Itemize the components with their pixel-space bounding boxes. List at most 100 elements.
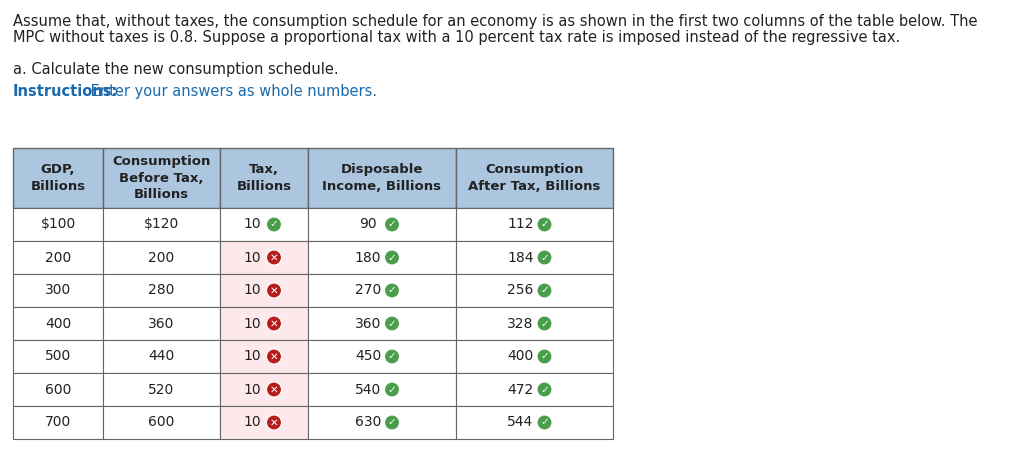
- Circle shape: [266, 250, 282, 265]
- Text: 520: 520: [148, 383, 175, 396]
- Text: 10: 10: [243, 317, 261, 331]
- Text: ✕: ✕: [269, 252, 279, 263]
- Circle shape: [384, 382, 399, 397]
- Circle shape: [537, 349, 552, 364]
- Text: ✓: ✓: [388, 219, 396, 229]
- Text: 400: 400: [507, 349, 534, 363]
- Bar: [456, 274, 613, 307]
- Circle shape: [384, 316, 399, 331]
- Bar: [220, 307, 308, 340]
- Text: 180: 180: [354, 250, 381, 265]
- Text: $120: $120: [144, 218, 179, 232]
- Circle shape: [384, 217, 399, 232]
- Text: 90: 90: [359, 218, 377, 232]
- Bar: [13, 406, 103, 439]
- Bar: [456, 340, 613, 373]
- Text: 600: 600: [148, 416, 175, 430]
- Text: Disposable
Income, Billions: Disposable Income, Billions: [323, 163, 441, 193]
- Bar: [456, 406, 613, 439]
- Text: Enter your answers as whole numbers.: Enter your answers as whole numbers.: [86, 84, 377, 99]
- Text: ✓: ✓: [269, 219, 279, 229]
- Text: ✕: ✕: [269, 286, 279, 295]
- Text: 600: 600: [45, 383, 72, 396]
- Text: 10: 10: [243, 218, 261, 232]
- Circle shape: [266, 217, 282, 232]
- Text: 10: 10: [243, 250, 261, 265]
- Text: ✓: ✓: [388, 318, 396, 328]
- Text: 184: 184: [507, 250, 534, 265]
- Circle shape: [266, 316, 282, 331]
- Text: ✓: ✓: [540, 219, 549, 229]
- Bar: [103, 406, 220, 439]
- Circle shape: [537, 316, 552, 331]
- Text: 630: 630: [354, 416, 381, 430]
- Circle shape: [537, 283, 552, 298]
- Text: ✕: ✕: [269, 318, 279, 328]
- Bar: [456, 241, 613, 274]
- Text: ✓: ✓: [540, 318, 549, 328]
- Text: a. Calculate the new consumption schedule.: a. Calculate the new consumption schedul…: [13, 62, 339, 77]
- Bar: [308, 307, 456, 340]
- Bar: [13, 148, 103, 208]
- Bar: [456, 373, 613, 406]
- Bar: [308, 274, 456, 307]
- Circle shape: [266, 382, 282, 397]
- Bar: [308, 241, 456, 274]
- Text: 360: 360: [354, 317, 381, 331]
- Text: Consumption
Before Tax,
Billions: Consumption Before Tax, Billions: [113, 155, 211, 201]
- Text: ✓: ✓: [540, 351, 549, 362]
- Circle shape: [537, 217, 552, 232]
- Bar: [220, 208, 308, 241]
- Text: ✓: ✓: [388, 417, 396, 428]
- Text: 440: 440: [148, 349, 175, 363]
- Text: 360: 360: [148, 317, 175, 331]
- Circle shape: [537, 250, 552, 265]
- Circle shape: [384, 283, 399, 298]
- Text: Assume that, without taxes, the consumption schedule for an economy is as shown : Assume that, without taxes, the consumpt…: [13, 14, 978, 29]
- Text: ✕: ✕: [269, 417, 279, 428]
- Text: GDP,
Billions: GDP, Billions: [31, 163, 86, 193]
- Text: 540: 540: [355, 383, 381, 396]
- Text: 280: 280: [148, 283, 175, 297]
- Text: ✕: ✕: [269, 385, 279, 394]
- Text: ✓: ✓: [540, 417, 549, 428]
- Circle shape: [537, 415, 552, 430]
- Text: MPC without taxes is 0.8. Suppose a proportional tax with a 10 percent tax rate : MPC without taxes is 0.8. Suppose a prop…: [13, 30, 900, 45]
- Bar: [456, 208, 613, 241]
- Text: 112: 112: [507, 218, 534, 232]
- Bar: [308, 208, 456, 241]
- Bar: [103, 208, 220, 241]
- Text: ✓: ✓: [540, 385, 549, 394]
- Bar: [103, 148, 220, 208]
- Text: ✓: ✓: [388, 385, 396, 394]
- Text: 10: 10: [243, 383, 261, 396]
- Text: ✓: ✓: [388, 351, 396, 362]
- Text: 544: 544: [507, 416, 534, 430]
- Text: 200: 200: [45, 250, 71, 265]
- Text: ✓: ✓: [388, 252, 396, 263]
- Bar: [308, 340, 456, 373]
- Bar: [103, 241, 220, 274]
- Bar: [13, 340, 103, 373]
- Text: Instructions:: Instructions:: [13, 84, 119, 99]
- Text: ✓: ✓: [388, 286, 396, 295]
- Text: Tax,
Billions: Tax, Billions: [237, 163, 292, 193]
- Text: ✓: ✓: [540, 286, 549, 295]
- Text: ✕: ✕: [269, 351, 279, 362]
- Circle shape: [384, 349, 399, 364]
- Bar: [308, 373, 456, 406]
- Bar: [220, 148, 308, 208]
- Circle shape: [384, 250, 399, 265]
- Bar: [103, 274, 220, 307]
- Text: 700: 700: [45, 416, 71, 430]
- Text: 10: 10: [243, 349, 261, 363]
- Bar: [13, 307, 103, 340]
- Text: ✓: ✓: [540, 252, 549, 263]
- Bar: [103, 307, 220, 340]
- Text: 10: 10: [243, 283, 261, 297]
- Text: 472: 472: [507, 383, 534, 396]
- Bar: [220, 241, 308, 274]
- Circle shape: [266, 349, 282, 364]
- Text: 328: 328: [507, 317, 534, 331]
- Bar: [13, 208, 103, 241]
